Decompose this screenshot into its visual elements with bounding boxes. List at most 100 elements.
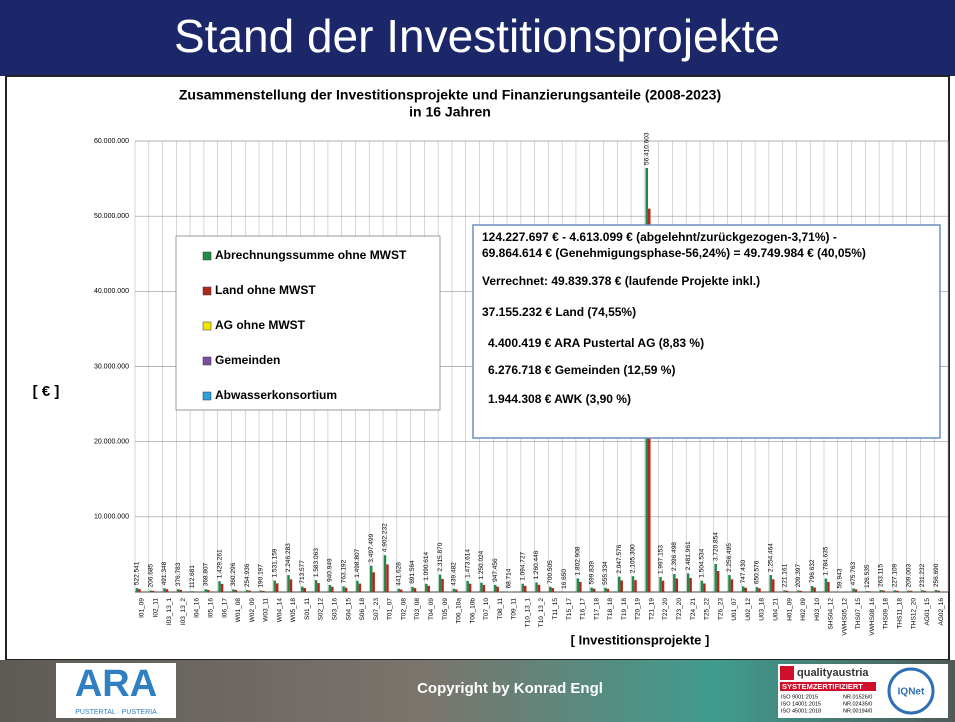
- cert-nr: NR.00194/0: [843, 708, 872, 714]
- bar: [617, 576, 621, 592]
- bar: [383, 555, 387, 592]
- x-tick-label: T07_10: [483, 598, 490, 620]
- x-tick-label: S01_11: [304, 598, 311, 620]
- x-tick-label: S03_16: [332, 598, 339, 621]
- x-tick-label: T17_18: [593, 598, 600, 620]
- x-tick-label: T06_10b: [469, 598, 476, 624]
- value-label: 2.254.464: [768, 543, 775, 572]
- x-tick-label: AG02_16: [938, 598, 945, 626]
- value-label: 796.632: [809, 559, 816, 583]
- bar: [813, 587, 816, 592]
- legend-box: [175, 235, 441, 411]
- legend: Abrechnungssumme ohne MWST Land ohne MWST…: [202, 248, 407, 402]
- x-tick-label: U01_07: [731, 598, 738, 621]
- bar: [797, 590, 800, 592]
- x-tick-label: THS11_18: [896, 598, 903, 629]
- bar: [273, 580, 276, 592]
- x-tick-label: H03_10: [814, 598, 821, 621]
- x-axis-label: [ Investitionsprojekte ]: [571, 632, 710, 647]
- x-tick-label: I02_11: [152, 598, 159, 618]
- x-tick-label: AG01_15: [924, 598, 931, 626]
- y-tick-label: 40.000.000: [94, 288, 129, 295]
- x-tick-label: T18_18: [607, 598, 614, 620]
- bar: [537, 584, 541, 592]
- bar: [179, 589, 182, 592]
- value-label: 650.576: [754, 560, 761, 584]
- bar: [344, 587, 348, 592]
- x-tick-label: T03_08: [414, 598, 421, 620]
- bar: [220, 583, 224, 592]
- bar: [193, 591, 196, 592]
- x-tick-label: S04_15: [345, 598, 352, 621]
- x-tick-label: I03_13_2: [180, 598, 187, 625]
- x-tick-label: T02_08: [400, 598, 407, 620]
- value-label: 763.192: [340, 559, 347, 583]
- x-tick-label: T24_21: [690, 598, 697, 620]
- legend-swatch: [202, 251, 212, 261]
- bar: [356, 580, 359, 592]
- bar: [604, 587, 607, 592]
- cert-brand: qualityaustria: [797, 667, 869, 679]
- bar: [165, 589, 169, 592]
- bar: [218, 581, 221, 592]
- bar: [496, 586, 499, 592]
- bar: [438, 574, 442, 592]
- bar: [714, 564, 717, 592]
- bar: [207, 589, 210, 592]
- y-tick-label: 50.000.000: [94, 213, 129, 220]
- bar: [331, 586, 334, 592]
- bar: [455, 589, 458, 592]
- x-tick-label: H01_09: [786, 598, 793, 621]
- y-tick-label: 20.000.000: [94, 439, 129, 446]
- copyright: Copyright by Konrad Engl: [417, 680, 603, 697]
- x-tick-label: VWHS05_12: [841, 598, 848, 636]
- x-tick-label: U04_21: [772, 598, 779, 621]
- value-label: 1.802.908: [575, 546, 582, 575]
- bar: [606, 588, 610, 592]
- bar: [149, 590, 152, 592]
- x-tick-label: W02_09: [249, 598, 256, 623]
- value-label: 376.783: [175, 562, 182, 586]
- cert-nr: NR.02435/0: [843, 701, 872, 707]
- value-label: 2.315.870: [437, 542, 444, 571]
- value-label: 947.456: [492, 558, 499, 582]
- bar: [576, 578, 580, 592]
- bar: [758, 588, 761, 592]
- value-label: 56.410.603: [643, 132, 650, 165]
- slide-title: Stand der Investitionsprojekte: [174, 10, 780, 62]
- value-label: 747.430: [740, 560, 747, 584]
- x-tick-label: T09_11: [511, 598, 518, 620]
- x-tick-label: THS09_18: [883, 598, 890, 629]
- bar: [425, 583, 428, 592]
- value-label: 221.161: [781, 563, 788, 587]
- value-label: 231.232: [919, 563, 926, 587]
- legend-label: Gemeinden: [215, 353, 280, 367]
- x-tick-label: T23_20: [676, 598, 683, 620]
- x-tick-label: I04_16: [194, 598, 201, 618]
- legend-swatch: [202, 356, 212, 366]
- bar: [799, 590, 803, 592]
- x-tick-label: H02_09: [800, 598, 807, 621]
- bar: [854, 589, 858, 592]
- bar: [523, 585, 527, 592]
- bar: [151, 590, 155, 592]
- bar: [303, 588, 307, 592]
- x-tick-label: S07_23: [373, 598, 380, 621]
- value-label: 1.473.614: [464, 549, 471, 578]
- bar: [397, 588, 400, 592]
- value-label: 1.583.063: [313, 548, 320, 577]
- y-tick-label: 60.000.000: [94, 138, 129, 145]
- bar: [262, 590, 265, 592]
- value-label: 3.720.854: [712, 532, 719, 561]
- bar: [369, 565, 373, 592]
- x-tick-label: W05_18: [290, 598, 297, 623]
- bar: [535, 582, 538, 592]
- value-label: 1.498.807: [354, 548, 361, 577]
- header-band: [0, 0, 955, 76]
- x-tick-label: THS12_20: [910, 598, 917, 629]
- bar: [824, 578, 828, 592]
- bar: [631, 576, 635, 592]
- x-tick-label: THS07_15: [855, 598, 862, 629]
- annotation-line: 124.227.697 € - 4.613.099 € (abgelehnt/z…: [482, 230, 837, 244]
- x-tick-label: U02_12: [745, 598, 752, 621]
